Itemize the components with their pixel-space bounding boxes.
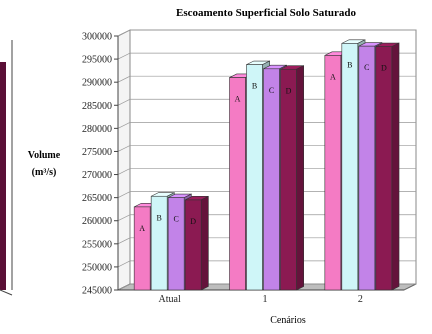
partial-left-chart — [0, 40, 13, 296]
gridline — [117, 168, 416, 175]
side-wall — [117, 29, 131, 291]
bar-label: C — [364, 63, 369, 72]
gridline — [117, 191, 416, 198]
gridline — [117, 29, 416, 37]
gridline — [117, 98, 416, 106]
bar-side — [391, 42, 400, 291]
y-tick-label: 265000 — [82, 193, 112, 204]
gridline — [117, 237, 416, 245]
bar-b-2 — [341, 43, 359, 291]
bar-d-0 — [184, 199, 202, 291]
bar-side — [200, 195, 209, 291]
gridline — [117, 75, 416, 83]
bar-label: A — [235, 95, 241, 104]
x-tick-label: Atual — [159, 294, 181, 305]
gridline — [117, 52, 416, 60]
y-tick-label: 275000 — [82, 147, 112, 158]
bar-label: C — [173, 215, 178, 224]
y-tick-label: 245000 — [82, 286, 112, 297]
bar-label: B — [156, 213, 161, 222]
y-tick-label: 280000 — [82, 124, 112, 135]
bar-a-2 — [324, 55, 342, 291]
y-tick-label: 255000 — [82, 239, 112, 250]
gridline — [117, 214, 416, 222]
y-axis-unit: (m³/s) — [32, 167, 57, 178]
gridline — [117, 260, 416, 268]
x-axis-label: Cenários — [270, 315, 306, 326]
x-tick-label: 2 — [358, 294, 363, 305]
y-tick-label: 295000 — [82, 55, 112, 66]
bar-side — [296, 65, 305, 291]
y-tick-label: 300000 — [82, 32, 112, 43]
bar-label: D — [286, 86, 292, 95]
y-axis-label: Volume — [28, 150, 61, 161]
bar-label: D — [190, 217, 196, 226]
gridline — [117, 122, 416, 129]
bar-label: B — [347, 60, 352, 69]
bar-a-1 — [229, 77, 246, 291]
bar-label: C — [269, 86, 274, 95]
bar-a-0 — [133, 206, 151, 291]
bar-c-0 — [167, 197, 185, 291]
y-tick-label: 290000 — [82, 78, 112, 89]
gridline — [117, 145, 416, 152]
chart-title: Escoamento Superficial Solo Saturado — [176, 7, 356, 19]
gridline — [117, 283, 416, 291]
y-tick-label: 285000 — [82, 101, 112, 112]
bar-label: A — [139, 224, 145, 233]
bar-label: B — [252, 82, 257, 91]
bar-label: D — [381, 64, 387, 73]
y-tick-label: 270000 — [82, 170, 112, 181]
bar-d-2 — [375, 46, 393, 291]
bar-b-1 — [246, 64, 263, 291]
plot-area: 245000 250000 255000 260000 265000 270000 2750… — [82, 29, 417, 305]
y-tick-label: 260000 — [82, 216, 112, 227]
y-tick-label: 250000 — [82, 262, 112, 273]
bar-label: A — [330, 72, 336, 81]
bar-c-2 — [358, 45, 376, 291]
bar-c-1 — [263, 68, 280, 291]
bar-b-0 — [150, 195, 168, 291]
bar-d-1 — [280, 68, 297, 291]
x-tick-label: 1 — [263, 294, 268, 305]
